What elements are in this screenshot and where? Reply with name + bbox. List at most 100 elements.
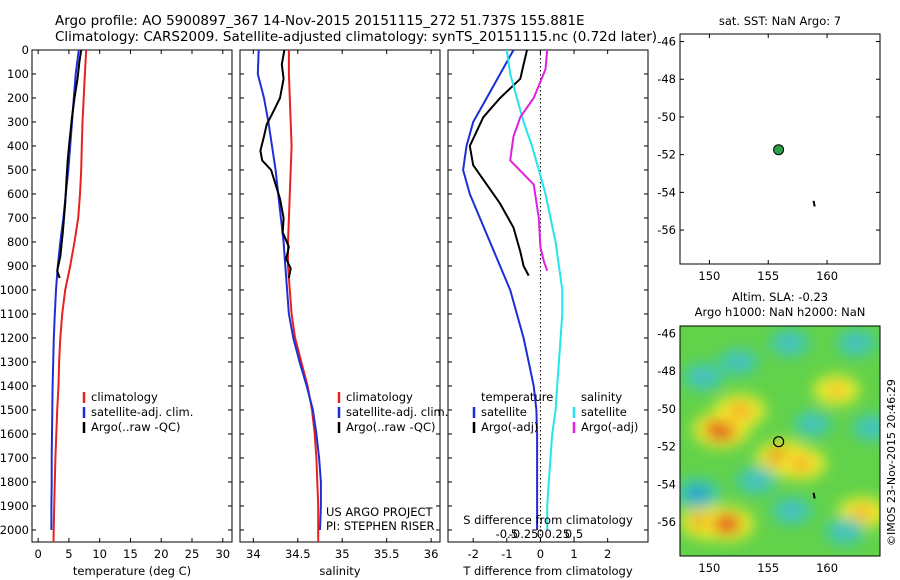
x-tick-label: 0 [537, 547, 544, 561]
y-tick-label: 800 [7, 235, 29, 249]
x-tick-label: 20 [154, 547, 169, 561]
plot-frame [239, 49, 441, 543]
legend-label: Argo(-adj) [581, 420, 638, 434]
series-line-2 [256, 50, 322, 531]
sla-field [680, 326, 880, 556]
map-frame [679, 325, 881, 557]
y-tick-label: -50 [657, 402, 676, 416]
x-tick-label: 155 [757, 269, 779, 283]
title-line-1: Argo profile: AO 5900897_367 14-Nov-2015… [55, 13, 585, 29]
y-tick-label: 2000 [0, 523, 29, 537]
legend-label: Argo(..raw -QC) [91, 420, 181, 434]
x-tick-label: 1 [570, 547, 577, 561]
series-group [256, 50, 322, 542]
float-track [812, 200, 816, 207]
legend-label: satellite-adj. clim. [91, 405, 193, 419]
x-axis-label: temperature (deg C) [73, 564, 191, 578]
sla-high-core [727, 402, 753, 420]
sla-low-core [782, 337, 797, 349]
y-tick-label: 1100 [0, 307, 29, 321]
sla-blobs [680, 329, 880, 546]
x-tick-label: 36 [424, 547, 439, 561]
x-tick-label: 34 [246, 547, 261, 561]
x-axis-label: salinity [319, 564, 360, 578]
series-line-3 [259, 50, 292, 279]
x-tick-label: 155 [757, 561, 779, 575]
sla-low-core [864, 422, 879, 433]
legend-label: satellite-adj. clim. [346, 405, 448, 419]
y-tick-label: 100 [7, 67, 29, 81]
float-position-marker [772, 436, 785, 448]
x-tick-label: 0 [34, 547, 41, 561]
sla-low-core [687, 486, 708, 502]
x-axis-label: T difference from climatology [462, 564, 633, 578]
y-tick-label: -48 [657, 364, 676, 378]
s-tick-label: -0.25 [509, 527, 539, 541]
sla-low-core [695, 371, 712, 383]
series-line-2 [468, 50, 530, 277]
x-tick-label: 160 [816, 269, 838, 283]
float-position-marker [773, 144, 785, 156]
y-tick-label: -48 [657, 72, 676, 86]
salinity-panel: 34 34.5 35 35.5 36 salinity climatologysatelli… [239, 49, 448, 578]
y-tick-label: 1900 [0, 499, 29, 513]
s-tick-label: 0.25 [544, 527, 570, 541]
sla-low-core [806, 419, 820, 429]
legend-header-temperature: temperature [481, 390, 553, 404]
sla-low-core [849, 337, 864, 349]
x-tick-label: 160 [816, 561, 838, 575]
y-tick-label: 300 [7, 115, 29, 129]
sst-map-panel: sat. SST: NaN Argo: 7 150 155 160 -46 -48 -50 -… [657, 14, 881, 283]
y-tick-label: 1600 [0, 427, 29, 441]
series-group [50, 50, 88, 542]
y-tick-label: 1000 [0, 283, 29, 297]
y-tick-label: 500 [7, 163, 29, 177]
x-tick-label: -1 [501, 547, 512, 561]
y-tick-label: -46 [657, 327, 676, 341]
sla-high-core [712, 514, 742, 534]
y-tick-label: -54 [657, 477, 676, 491]
map-title: sat. SST: NaN Argo: 7 [719, 14, 841, 28]
y-tick-label: -52 [657, 148, 676, 162]
y-tick-label: -56 [657, 515, 676, 529]
x-tick-label: 150 [698, 561, 720, 575]
legend-label: Argo(..raw -QC) [346, 420, 436, 434]
series-line-1 [287, 50, 320, 542]
y-tick-label: 1700 [0, 451, 29, 465]
y-tick-label: 200 [7, 91, 29, 105]
annotation-pi: PI: STEPHEN RISER [326, 519, 435, 533]
sla-high-core [828, 384, 845, 396]
legend-label: climatology [91, 390, 158, 404]
series-line-3 [505, 50, 564, 530]
y-tick-label: -52 [657, 440, 676, 454]
sla-low-core [783, 505, 800, 517]
x-tick-label: 5 [65, 547, 72, 561]
map-title-1: Altim. SLA: -0.23 [732, 290, 828, 304]
plot-frame [31, 49, 233, 543]
series-group [462, 50, 564, 542]
series-line-1 [52, 50, 88, 542]
legend-header-salinity: salinity [581, 390, 622, 404]
title-line-2: Climatology: CARS2009. Satellite-adjuste… [55, 29, 658, 45]
legend-label: satellite [481, 405, 527, 419]
annotation-project: US ARGO PROJECT [326, 505, 434, 519]
y-tick-label: -46 [657, 35, 676, 49]
legend-label: climatology [346, 390, 413, 404]
series-line-3 [56, 50, 83, 279]
y-tick-label: 600 [7, 187, 29, 201]
s-axis-label: S difference from climatology [463, 513, 633, 527]
plot-frame [447, 49, 649, 543]
y-tick-label: -56 [657, 223, 676, 237]
sla-high-core [789, 455, 813, 472]
float-track [812, 492, 816, 499]
x-tick-label: -2 [467, 547, 478, 561]
y-tick-label: 1300 [0, 355, 29, 369]
legend-label: satellite [581, 405, 627, 419]
s-tick-label: -0.5 [496, 527, 518, 541]
x-tick-label: 2 [604, 547, 611, 561]
x-tick-label: 25 [185, 547, 200, 561]
y-tick-label: -50 [657, 110, 676, 124]
x-tick-label: 15 [123, 547, 138, 561]
